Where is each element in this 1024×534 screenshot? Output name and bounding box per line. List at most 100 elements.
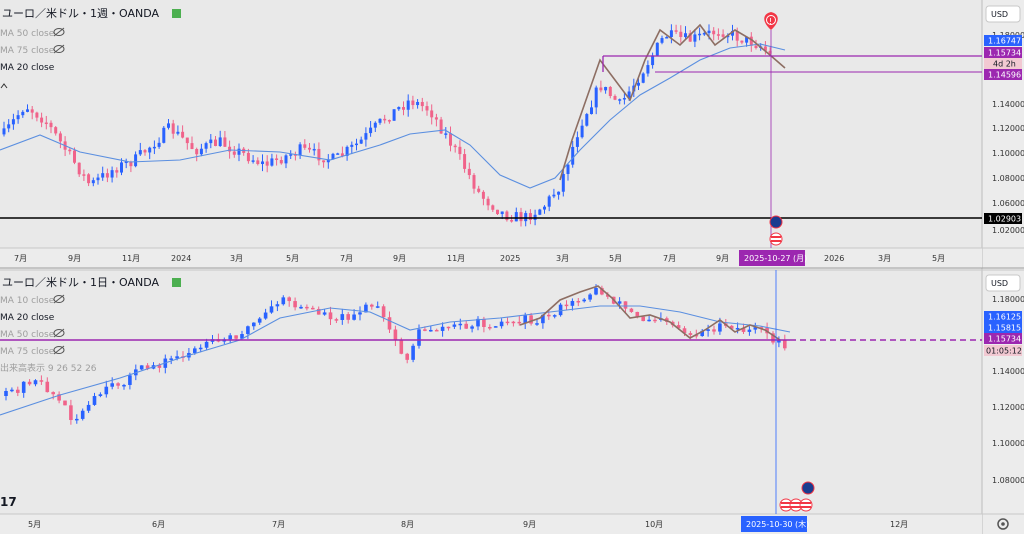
eye-off-icon[interactable] [53,27,65,37]
candle-body [561,173,565,192]
candle-body [209,139,213,144]
candle-body [364,304,368,313]
price-badge: 1.15815 [988,324,1021,333]
us-event-icon[interactable] [769,232,783,246]
candle-body [105,173,109,178]
candle-body [749,36,753,46]
candle-body [331,153,335,160]
candle-body [523,315,527,324]
top-title: ユーロ／米ドル・1週・OANDA [2,7,159,20]
candle-body [311,307,315,310]
candle-body [326,159,330,163]
candle-body [234,335,238,339]
candle-body [754,45,758,48]
candle-body [434,329,439,332]
candle-body [251,160,255,162]
candle-body [49,122,53,128]
ma20-line [0,305,791,416]
bottom-currency-select[interactable]: USD [985,274,1021,292]
eu-event-icon[interactable] [769,215,783,229]
bottom-price-scale[interactable]: 1.18000 1.14000 1.12000 1.10000 1.08000 [992,295,1024,485]
crosshair-date: 2025-10-30 (木) [746,519,809,529]
candle-body [369,127,373,134]
candle-body [617,301,622,304]
candle-body [228,146,232,152]
market-open-icon [172,9,181,18]
candle-body [120,162,123,173]
bottom-time-axis[interactable]: 5月 6月 7月 8月 9月 10月 12月 2025-10-30 (木) [28,516,1009,532]
candle-body [716,34,720,36]
indicator-label[interactable]: MA 10 close [0,296,55,306]
candle-body [541,314,545,324]
candle-body [355,143,358,146]
candle-body [629,308,634,312]
candle-body [698,33,702,36]
candle-body [4,391,8,396]
candle-body [27,381,32,385]
candle-body [682,328,687,334]
candle-body [721,34,725,37]
candle-body [510,220,514,222]
candle-body [477,188,481,192]
candle-body [270,158,274,166]
eye-off-icon[interactable] [53,44,65,54]
chevron-up-icon[interactable] [0,83,8,89]
daily-candles [4,284,787,425]
settings-gear-icon[interactable] [997,518,1009,530]
candle-body [157,142,161,147]
candle-body [359,139,363,144]
eye-off-icon[interactable] [53,294,65,304]
candle-body [73,150,76,163]
candle-body [128,375,132,385]
candle-body [463,154,467,169]
eye-off-icon[interactable] [53,345,65,355]
us-event-icon[interactable] [779,498,813,512]
candle-body [287,297,291,302]
price-tick: 1.02000 [992,226,1024,235]
price-tick: 1.10000 [992,439,1024,448]
indicator-label[interactable]: MA 75 close [0,46,55,56]
indicator-label[interactable]: MA 20 close [0,313,55,323]
candle-body [334,319,339,321]
market-open-icon [172,278,181,287]
weekly-overlays [0,23,982,248]
candle-body [676,325,681,329]
candle-body [336,153,340,155]
candle-body [58,133,62,142]
price-badge: 1.16747 [988,37,1021,46]
candle-body [627,91,631,99]
top-currency-select[interactable]: USD [985,5,1021,23]
indicator-label[interactable]: MA 75 close [0,347,55,357]
indicator-label[interactable]: MA 20 close [0,63,55,73]
candle-body [305,306,309,309]
candle-body [237,148,241,155]
candle-body [660,38,664,43]
indicator-label[interactable]: 出来高表示 9 26 52 26 [0,362,97,374]
candle-body [694,334,699,337]
candle-body [517,321,522,324]
indicator-label[interactable]: MA 50 close [0,330,55,340]
eye-off-icon[interactable] [53,328,65,338]
candle-body [505,321,510,324]
time-tick: 7月 [663,254,676,263]
candle-body [731,30,734,36]
candle-body [747,329,752,332]
eu-event-icon[interactable] [801,481,815,495]
time-tick: 3月 [878,254,891,263]
candle-body [588,294,592,300]
candle-body [115,170,119,173]
price-badge: 1.15734 [988,335,1021,344]
indicator-label[interactable]: MA 50 close [0,29,55,39]
candle-body [665,37,669,39]
alert-pin-icon[interactable]: ! [764,12,778,30]
top-time-axis[interactable]: 7月 9月 11月 2024 3月 5月 7月 9月 11月 2025 3月 5… [14,250,945,266]
candle-body [416,101,420,106]
candle-body [491,205,495,210]
candle-body [470,326,474,329]
candle-body [449,133,452,146]
candle-body [303,144,307,148]
price-tick: 1.06000 [992,199,1024,208]
candle-body [499,321,504,327]
candle-body [293,301,297,308]
